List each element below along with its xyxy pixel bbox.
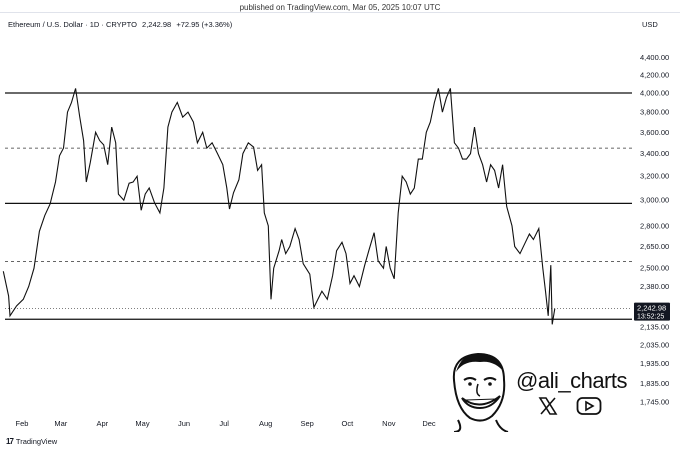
published-note: published on TradingView.com, Mar 05, 20… — [239, 3, 441, 12]
price-series-line — [2, 88, 556, 325]
x-tick-label: Nov — [382, 419, 396, 428]
y-tick-label: 4,400.00 — [640, 53, 669, 62]
tradingview-logo[interactable]: 17 TradingView — [6, 437, 57, 446]
y-tick-label: 1,745.00 — [640, 398, 669, 407]
tradingview-text: TradingView — [15, 437, 58, 446]
y-tick-label: 1,935.00 — [640, 359, 669, 368]
x-tick-label: Oct — [341, 419, 354, 428]
currency-label[interactable]: USD — [642, 20, 658, 29]
y-tick-label: 2,380.00 — [640, 282, 669, 291]
tradingview-icon: 17 — [6, 437, 14, 446]
price-tag-box — [634, 302, 670, 321]
author-avatar — [452, 352, 509, 432]
x-tick-label: Feb — [16, 419, 29, 428]
last-price: 2,242.98 — [142, 20, 172, 29]
y-tick-label: 2,650.00 — [640, 242, 669, 251]
social-links — [538, 396, 602, 416]
chart-frame — [0, 12, 680, 437]
symbol-info: Ethereum / U.S. Dollar · 1D · CRYPTO 2,2… — [8, 20, 235, 29]
price-tag-value: 2,242.98 — [637, 304, 666, 313]
y-tick-label: 2,800.00 — [640, 221, 669, 230]
author-handle[interactable]: @ali_charts — [516, 368, 628, 393]
price-tag-countdown: 13:52:25 — [637, 314, 664, 321]
y-tick-label: 2,135.00 — [640, 323, 669, 332]
x-tick-label: Aug — [259, 419, 272, 428]
y-tick-label: 3,000.00 — [640, 196, 669, 205]
x-icon[interactable] — [538, 396, 558, 416]
x-tick-label: May — [135, 419, 149, 428]
x-tick-label: Dec — [422, 419, 436, 428]
y-tick-label: 1,835.00 — [640, 379, 669, 388]
x-tick-label: Apr — [96, 419, 108, 428]
x-tick-label: Jun — [178, 419, 190, 428]
x-tick-label: Sep — [300, 419, 313, 428]
y-tick-label: 4,200.00 — [640, 70, 669, 79]
youtube-icon[interactable] — [576, 396, 602, 416]
y-tick-label: 3,800.00 — [640, 108, 669, 117]
y-tick-label: 4,000.00 — [640, 89, 669, 98]
price-change: +72.95 (+3.36%) — [176, 20, 233, 29]
x-tick-label: Mar — [54, 419, 67, 428]
symbol-name[interactable]: Ethereum / U.S. Dollar · 1D · CRYPTO — [8, 20, 137, 29]
y-tick-label: 3,200.00 — [640, 172, 669, 181]
x-tick-label: Jul — [219, 419, 229, 428]
y-tick-label: 3,400.00 — [640, 149, 669, 158]
y-tick-label: 2,035.00 — [640, 340, 669, 349]
y-tick-label: 2,500.00 — [640, 264, 669, 273]
y-tick-label: 3,600.00 — [640, 128, 669, 137]
